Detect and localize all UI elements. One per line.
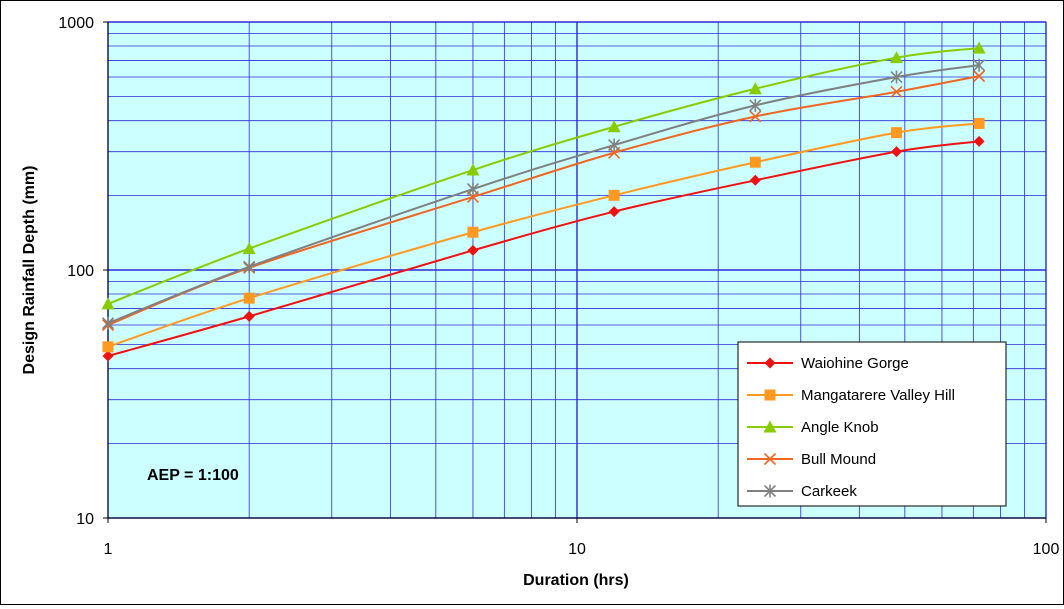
data-point: [973, 58, 986, 72]
data-point: [891, 146, 903, 158]
marker-stroke: [763, 452, 777, 466]
data-point: [607, 120, 621, 133]
data-point: [890, 85, 903, 98]
x-axis-title: Duration (hrs): [523, 572, 629, 589]
data-point: [972, 41, 986, 54]
y-axis-title: Design Rainfall Depth (mm): [21, 166, 38, 375]
data-point: [973, 117, 985, 129]
data-point: [243, 310, 255, 322]
legend-label: Bull Mound: [801, 451, 876, 468]
data-point: [749, 156, 761, 168]
data-point: [608, 138, 621, 152]
series-waiohine-gorge: [102, 135, 985, 362]
data-point: [467, 226, 479, 238]
data-point: [466, 182, 480, 196]
legend-item: Carkeek: [747, 483, 857, 500]
aep-annotation: AEP = 1:100: [147, 467, 239, 484]
data-point: [763, 420, 777, 433]
legend-label: Mangatarere Valley Hill: [801, 387, 955, 404]
data-point: [890, 70, 903, 84]
legend-label: Angle Knob: [801, 419, 879, 436]
marker-stroke: [973, 70, 986, 83]
data-point: [749, 174, 761, 186]
data-point: [891, 127, 903, 139]
legend-box: [737, 341, 1007, 507]
data-point: [973, 135, 985, 147]
data-point: [242, 242, 256, 255]
data-point: [608, 206, 620, 218]
data-point: [973, 70, 986, 83]
x-tick-label: 10: [568, 541, 586, 558]
axes: 1 10 100 10 100 1000: [58, 15, 1059, 558]
x-tick-label: 1: [104, 541, 113, 558]
marker-stroke: [890, 85, 903, 98]
x-tick-label: 100: [1033, 541, 1060, 558]
data-point: [763, 484, 777, 498]
grid: [107, 21, 1047, 519]
data-point: [243, 260, 256, 274]
legend-item: Angle Knob: [747, 419, 879, 436]
data-point: [102, 341, 114, 353]
marker-stroke: [749, 110, 762, 123]
data-point: [608, 189, 620, 201]
legend-label: Waiohine Gorge: [801, 355, 909, 372]
data-point: [101, 297, 115, 310]
series-mangatarere-valley-hill: [102, 117, 985, 353]
y-tick-label: 100: [67, 263, 94, 280]
data-point: [763, 452, 777, 466]
data-point: [764, 357, 776, 369]
legend: Waiohine Gorge Mangatarere Valley Hill Ang…: [737, 341, 1007, 507]
series-angle-knob: [101, 41, 986, 310]
data-point: [243, 292, 255, 304]
data-point: [764, 389, 776, 401]
series: [101, 41, 986, 362]
legend-label: Carkeek: [801, 483, 857, 500]
legend-item: Waiohine Gorge: [747, 355, 909, 372]
data-point: [749, 110, 762, 123]
data-point: [748, 82, 762, 95]
y-tick-label: 10: [76, 511, 94, 528]
data-point: [749, 98, 762, 112]
data-point: [102, 350, 114, 362]
data-point: [467, 244, 479, 256]
y-tick-label: 1000: [58, 15, 94, 32]
legend-item: Mangatarere Valley Hill: [747, 387, 955, 404]
data-point: [101, 316, 115, 330]
legend-item: Bull Mound: [747, 451, 876, 468]
data-point: [890, 51, 904, 64]
series-carkeek: [101, 58, 986, 330]
data-point: [466, 163, 480, 176]
